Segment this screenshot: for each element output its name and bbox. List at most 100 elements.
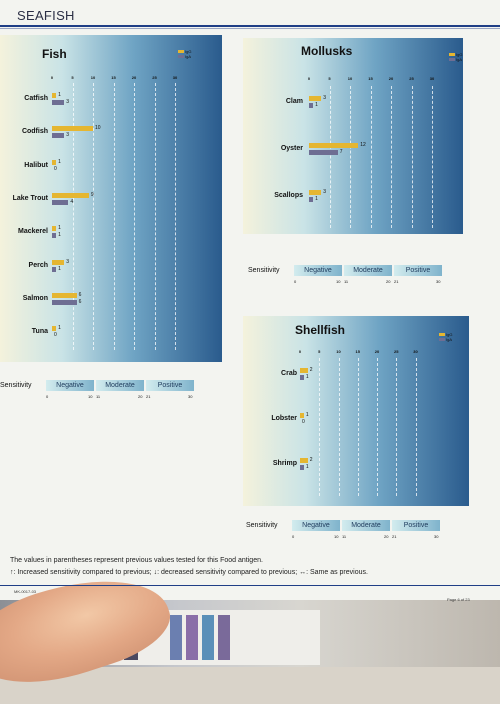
- bar-value-label: 3: [323, 95, 327, 101]
- bar-value-label: 2: [309, 457, 313, 463]
- igg-bar: [309, 190, 322, 195]
- gridline: [350, 86, 351, 228]
- bar-value-label: 0: [302, 419, 305, 425]
- x-tick-label: 20: [131, 75, 137, 80]
- category-label: Perch: [28, 261, 48, 269]
- legend-label: IgG: [456, 52, 463, 57]
- sensitivity-number: 10: [334, 534, 339, 539]
- sensitivity-label: Sensitivity: [248, 267, 280, 274]
- x-tick-label: 10: [336, 349, 341, 354]
- bar-value-label: 1: [305, 464, 309, 470]
- category-label: Shrimp: [272, 460, 297, 467]
- bar-value-label: 4: [70, 198, 74, 205]
- x-tick-label: 5: [318, 349, 321, 354]
- sensitivity-level-moderate: Moderate: [344, 265, 392, 276]
- bar-value-label: 1: [58, 232, 61, 239]
- sensitivity-number: 10: [336, 279, 341, 284]
- sensitivity-number: 0: [294, 279, 297, 284]
- bar-value-label: 1: [315, 102, 318, 108]
- bar-value-label: 1: [58, 225, 61, 232]
- page-title: SEAFISH: [17, 8, 75, 23]
- bar-value-label: 1: [305, 412, 309, 418]
- igg-bar: [52, 326, 57, 332]
- iga-bar: [52, 233, 57, 239]
- legend-label: IgA: [456, 57, 463, 62]
- fish-chart: Fish 0 5 10 15 20 25 30 IgG IgA Catfish 1 3 Codfish 1…: [0, 35, 222, 362]
- x-tick-label: 15: [368, 76, 373, 81]
- chart-legend: IgG IgA: [178, 49, 191, 59]
- bar-value-label: 9: [90, 191, 94, 198]
- header-rule-thin: [0, 28, 500, 29]
- sensitivity-number: 11: [96, 394, 101, 399]
- igg-bar: [309, 96, 322, 101]
- iga-bar: [300, 465, 304, 470]
- legend-entry: IgG: [178, 49, 191, 54]
- footer-rule: [0, 585, 500, 586]
- bar-value-label: 7: [339, 149, 343, 155]
- iga-bar: [52, 199, 69, 205]
- iga-bar: [309, 197, 314, 202]
- igg-bar: [52, 226, 57, 232]
- iga-bar: [52, 299, 77, 305]
- legend-entry: IgA: [449, 57, 462, 62]
- x-tick-label: 20: [388, 76, 394, 81]
- x-tick-label: 30: [172, 75, 178, 80]
- bar-value-label: 6: [78, 291, 82, 298]
- bar-value-label: 12: [360, 142, 366, 148]
- sensitivity-number: 11: [344, 279, 349, 284]
- bar-value-label: 1: [315, 196, 318, 202]
- igg-bar: [300, 458, 308, 463]
- bar-value-label: 1: [58, 92, 61, 98]
- category-label: Clam: [285, 98, 303, 105]
- chart-title: Mollusks: [301, 44, 353, 58]
- x-tick-label: 0: [298, 349, 302, 354]
- sensitivity-number: 10: [88, 394, 93, 399]
- x-tick-label: 0: [50, 75, 54, 80]
- sensitivity-scale-fish: Sensitivity Negative Moderate Positive 0 10 11…: [0, 380, 230, 410]
- chart-legend: IgG IgA: [439, 332, 452, 342]
- legend-swatch: [178, 50, 184, 54]
- x-tick-label: 15: [111, 75, 116, 80]
- sensitivity-number: 0: [292, 534, 295, 539]
- igg-bar: [52, 126, 93, 132]
- gridline: [134, 83, 135, 350]
- igg-bar: [52, 93, 57, 98]
- gridline: [396, 358, 398, 496]
- category-label: Tuna: [31, 328, 48, 336]
- chart-legend: IgG IgA: [449, 52, 462, 62]
- chart-title: Shellfish: [295, 323, 346, 337]
- gridline: [319, 358, 321, 496]
- x-tick-label: 30: [413, 349, 418, 354]
- gridline: [72, 83, 74, 350]
- category-label: Lake Trout: [12, 194, 48, 202]
- gridline: [357, 358, 359, 496]
- sensitivity-level-moderate: Moderate: [342, 520, 390, 531]
- igg-bar: [309, 143, 359, 148]
- legend-swatch: [439, 338, 445, 342]
- x-tick-label: 30: [429, 76, 435, 81]
- sensitivity-label: Sensitivity: [0, 382, 32, 389]
- igg-bar: [52, 292, 77, 298]
- legend-swatch: [449, 53, 455, 57]
- sensitivity-number: 20: [384, 534, 389, 539]
- bar-value-label: 6: [78, 298, 82, 305]
- gridline: [415, 358, 417, 496]
- x-tick-label: 5: [328, 76, 331, 81]
- legend-swatch: [178, 55, 184, 59]
- sensitivity-number: 21: [392, 534, 397, 539]
- sensitivity-number: 11: [342, 534, 347, 539]
- legend-swatch: [449, 58, 455, 62]
- sensitivity-scale-shellfish: Sensitivity Negative Moderate Positive 0 10 11…: [246, 520, 476, 550]
- bar-value-label: 3: [323, 189, 327, 195]
- sensitivity-number: 30: [436, 279, 441, 284]
- sensitivity-level-positive: Positive: [392, 520, 440, 531]
- gridline: [329, 86, 331, 228]
- sensitivity-level-positive: Positive: [394, 265, 442, 276]
- legend-entry: IgG: [449, 52, 462, 57]
- iga-bar: [52, 133, 65, 139]
- legend-entry: IgG: [439, 332, 452, 337]
- bar-value-label: 2: [309, 367, 313, 373]
- x-tick-label: 20: [374, 349, 380, 354]
- iga-bar: [300, 375, 304, 380]
- category-label: Mackerel: [18, 228, 48, 236]
